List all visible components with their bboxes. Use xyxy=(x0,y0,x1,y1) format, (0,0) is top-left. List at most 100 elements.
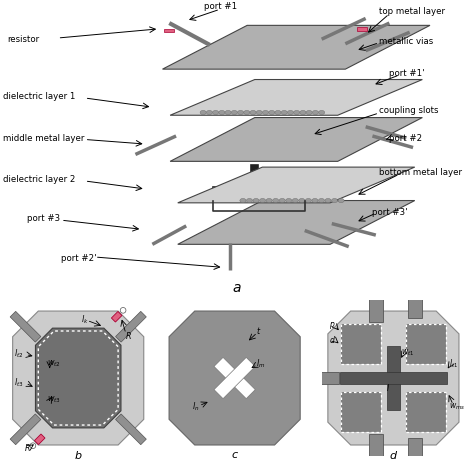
Text: $d$: $d$ xyxy=(329,334,336,345)
Bar xyxy=(261,136,301,141)
Bar xyxy=(341,324,381,364)
Circle shape xyxy=(269,110,275,114)
Polygon shape xyxy=(170,79,422,115)
Circle shape xyxy=(246,198,253,203)
Circle shape xyxy=(306,110,312,114)
Circle shape xyxy=(253,198,259,203)
Text: $l$: $l$ xyxy=(386,383,391,394)
Text: port #2: port #2 xyxy=(389,134,422,143)
Text: port #2': port #2' xyxy=(61,254,97,263)
Polygon shape xyxy=(328,311,459,445)
Polygon shape xyxy=(170,118,422,161)
Circle shape xyxy=(300,110,306,114)
Text: $l_m$: $l_m$ xyxy=(256,358,265,370)
Text: $b$: $b$ xyxy=(74,449,82,461)
Text: $t$: $t$ xyxy=(256,325,261,337)
Bar xyxy=(311,372,339,384)
Circle shape xyxy=(299,198,305,203)
Bar xyxy=(116,311,146,342)
Bar xyxy=(10,311,41,342)
Text: dielectric layer 1: dielectric layer 1 xyxy=(3,92,76,101)
Text: port #1: port #1 xyxy=(203,2,237,12)
Bar xyxy=(294,130,302,151)
Text: $w_{ms}$: $w_{ms}$ xyxy=(449,401,465,412)
Circle shape xyxy=(331,198,337,203)
Circle shape xyxy=(281,110,287,114)
Bar xyxy=(10,414,41,445)
Bar xyxy=(408,438,422,461)
Text: $l_k$: $l_k$ xyxy=(81,313,89,326)
Bar xyxy=(214,357,255,399)
Polygon shape xyxy=(178,201,415,244)
Circle shape xyxy=(219,110,225,114)
Circle shape xyxy=(294,110,300,114)
Bar xyxy=(406,324,446,364)
Circle shape xyxy=(120,307,126,313)
Text: $R$: $R$ xyxy=(24,443,31,453)
Circle shape xyxy=(250,110,256,114)
Circle shape xyxy=(319,198,325,203)
Bar xyxy=(387,346,400,410)
Circle shape xyxy=(292,198,298,203)
Circle shape xyxy=(212,110,219,114)
Text: $R$: $R$ xyxy=(125,330,132,341)
Bar xyxy=(116,414,146,445)
Circle shape xyxy=(305,198,311,203)
Text: top metal layer: top metal layer xyxy=(379,7,445,16)
Circle shape xyxy=(244,110,250,114)
Bar xyxy=(406,392,446,432)
Bar xyxy=(35,434,45,444)
Circle shape xyxy=(266,198,272,203)
Polygon shape xyxy=(163,25,430,69)
Text: $p$: $p$ xyxy=(329,320,336,331)
Bar xyxy=(211,187,296,192)
Text: port #1': port #1' xyxy=(389,69,425,78)
Circle shape xyxy=(256,110,262,114)
Text: $l_n$: $l_n$ xyxy=(192,400,199,413)
Circle shape xyxy=(286,198,292,203)
Text: port #3: port #3 xyxy=(27,214,60,224)
Text: bottom metal layer: bottom metal layer xyxy=(379,168,462,177)
Polygon shape xyxy=(178,167,415,203)
Circle shape xyxy=(263,110,269,114)
Bar xyxy=(406,392,446,432)
Circle shape xyxy=(30,443,36,449)
Text: port #3': port #3' xyxy=(373,207,408,217)
Circle shape xyxy=(225,110,231,114)
Text: middle metal layer: middle metal layer xyxy=(3,134,85,143)
Circle shape xyxy=(275,110,281,114)
Circle shape xyxy=(206,110,212,114)
Text: resistor: resistor xyxy=(7,35,39,44)
Polygon shape xyxy=(13,311,144,445)
Text: $l_{t2}$: $l_{t2}$ xyxy=(14,348,24,360)
Circle shape xyxy=(325,198,331,203)
Bar xyxy=(235,54,320,59)
Text: $l_{t3}$: $l_{t3}$ xyxy=(14,376,24,389)
Text: coupling slots: coupling slots xyxy=(379,106,439,115)
Text: metallic vias: metallic vias xyxy=(379,37,433,46)
Circle shape xyxy=(237,110,244,114)
Circle shape xyxy=(312,110,319,114)
Text: $d$: $d$ xyxy=(389,449,398,461)
Circle shape xyxy=(312,198,318,203)
Bar xyxy=(357,28,367,31)
Bar xyxy=(369,286,383,322)
Bar xyxy=(214,357,255,399)
Bar xyxy=(408,290,422,318)
Text: dielectric layer 2: dielectric layer 2 xyxy=(3,175,76,184)
Bar xyxy=(341,392,381,432)
Text: $w_{t2}$: $w_{t2}$ xyxy=(47,359,61,369)
Bar xyxy=(217,146,291,151)
Bar xyxy=(318,50,325,68)
Text: $w_{t3}$: $w_{t3}$ xyxy=(47,394,61,405)
Bar xyxy=(164,29,173,32)
Polygon shape xyxy=(36,328,121,428)
Circle shape xyxy=(273,198,279,203)
Text: $l_{t1}$: $l_{t1}$ xyxy=(449,358,458,370)
Bar xyxy=(250,164,258,191)
Circle shape xyxy=(240,198,246,203)
Circle shape xyxy=(200,110,206,114)
Text: a: a xyxy=(233,281,241,295)
Bar xyxy=(341,392,381,432)
Circle shape xyxy=(319,110,325,114)
